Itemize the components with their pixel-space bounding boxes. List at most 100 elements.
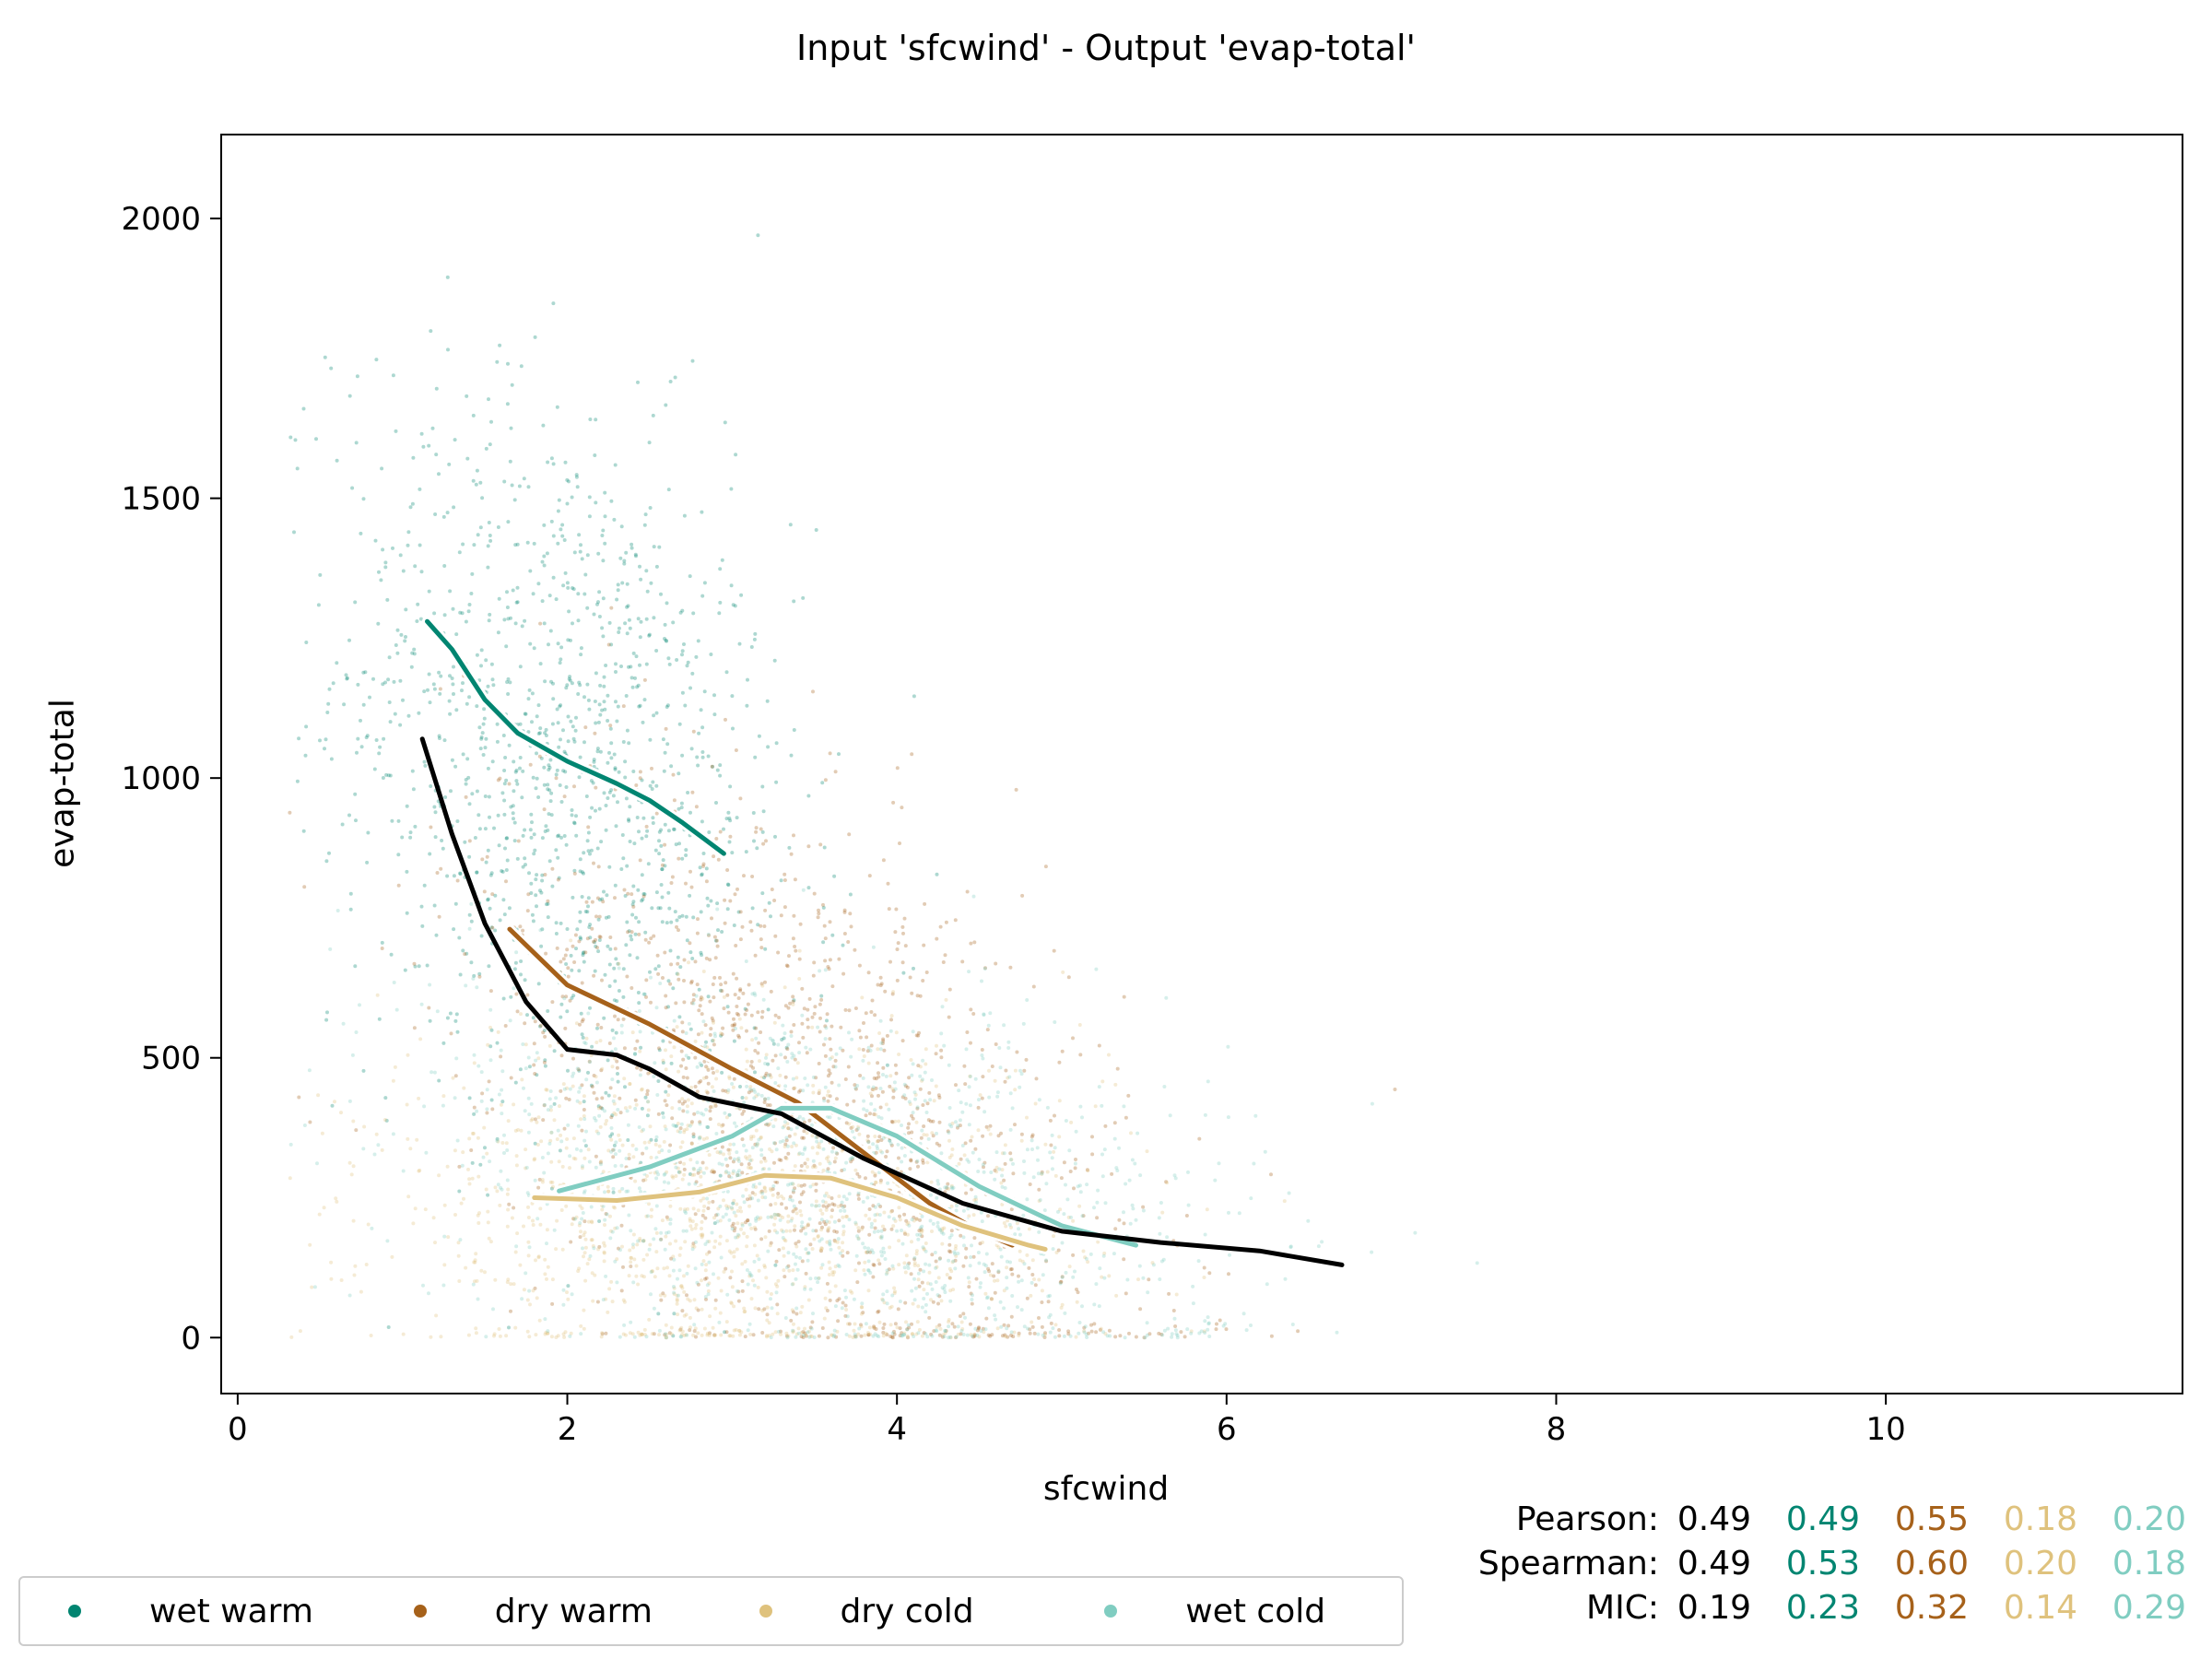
data-point	[567, 677, 571, 681]
data-point	[613, 979, 618, 983]
data-point	[757, 1257, 761, 1262]
data-point	[633, 1098, 638, 1102]
data-point	[770, 1215, 774, 1219]
data-point	[596, 1104, 601, 1109]
data-point	[378, 745, 382, 749]
data-point	[882, 1300, 887, 1305]
data-point	[700, 750, 705, 754]
data-point	[953, 1266, 958, 1271]
data-point	[972, 940, 977, 945]
data-point	[609, 1229, 613, 1233]
data-point	[1100, 1275, 1104, 1279]
data-point	[486, 898, 490, 902]
data-point	[988, 1132, 993, 1136]
data-point	[845, 1314, 850, 1319]
data-point	[1018, 1232, 1022, 1237]
data-point	[971, 1254, 976, 1259]
data-point	[837, 1218, 841, 1223]
data-point	[622, 1323, 627, 1327]
data-point	[785, 1047, 790, 1052]
data-point	[1090, 1135, 1094, 1139]
data-point	[1025, 998, 1030, 1002]
data-point	[1071, 1275, 1076, 1279]
data-point	[657, 1328, 662, 1333]
data-point	[686, 1098, 690, 1102]
data-point	[484, 658, 488, 663]
data-point	[1026, 1326, 1030, 1331]
data-point	[1060, 1049, 1065, 1053]
data-point	[949, 1204, 954, 1208]
data-point	[1043, 1331, 1047, 1335]
data-point	[408, 830, 413, 835]
data-point	[736, 996, 741, 1000]
data-point	[310, 1285, 314, 1289]
data-point	[328, 947, 333, 951]
data-point	[1008, 1127, 1013, 1132]
data-point	[1103, 1201, 1108, 1206]
data-point	[1036, 1171, 1041, 1176]
data-point	[814, 528, 818, 532]
data-point	[578, 549, 582, 554]
data-point	[919, 1230, 924, 1235]
data-point	[763, 1074, 768, 1078]
data-point	[654, 711, 659, 715]
data-point	[730, 1285, 735, 1289]
data-point	[623, 1106, 628, 1111]
data-point	[359, 531, 363, 535]
data-point	[907, 1076, 912, 1080]
data-point	[464, 794, 468, 799]
data-point	[915, 1320, 920, 1324]
data-point	[1025, 1197, 1030, 1202]
data-point	[467, 1136, 472, 1141]
data-point	[902, 1265, 907, 1270]
data-point	[898, 1334, 902, 1338]
data-point	[841, 1215, 845, 1219]
data-point	[589, 848, 594, 853]
data-point	[365, 860, 370, 865]
data-point	[748, 1166, 753, 1171]
data-point	[779, 1158, 783, 1162]
data-point	[657, 1046, 661, 1051]
data-point	[850, 1290, 854, 1295]
data-point	[934, 1328, 938, 1333]
data-point	[429, 329, 433, 334]
data-point	[900, 1159, 904, 1164]
data-point	[688, 1325, 692, 1330]
data-point	[302, 885, 307, 889]
data-point	[1022, 1159, 1026, 1163]
data-point	[881, 1326, 886, 1330]
data-point	[922, 1269, 926, 1274]
data-point	[627, 1157, 631, 1160]
data-point	[627, 1152, 631, 1157]
data-point	[700, 872, 704, 877]
data-point	[1005, 1265, 1009, 1270]
data-point	[842, 932, 847, 935]
data-point	[708, 1331, 712, 1335]
data-point	[748, 920, 753, 924]
data-point	[642, 1140, 647, 1145]
data-point	[773, 1282, 778, 1287]
data-point	[876, 1047, 880, 1052]
data-point	[490, 892, 495, 897]
data-point	[536, 1255, 541, 1260]
data-point	[639, 1045, 643, 1050]
data-point	[546, 1009, 550, 1013]
data-point	[800, 1304, 805, 1309]
data-point	[841, 1300, 845, 1305]
data-point	[868, 1091, 873, 1096]
data-point	[949, 1233, 954, 1238]
data-point	[751, 1184, 756, 1189]
data-point	[746, 1282, 750, 1287]
data-point	[916, 1164, 920, 1169]
data-point	[797, 1051, 802, 1055]
data-point	[588, 815, 593, 819]
data-point	[502, 1151, 506, 1155]
data-point	[921, 1160, 925, 1165]
data-point	[569, 1331, 573, 1335]
data-point	[901, 1333, 906, 1336]
data-point	[523, 828, 527, 832]
data-point	[986, 1127, 991, 1132]
data-point	[789, 852, 794, 856]
data-point	[756, 1092, 760, 1097]
data-point	[782, 1196, 786, 1201]
